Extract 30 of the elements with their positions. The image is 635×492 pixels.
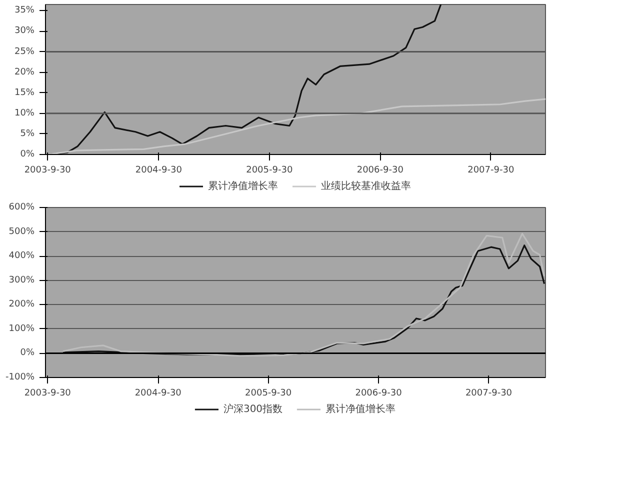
y-tick-label: 10% [14,108,35,118]
x-tick-label: 2004-9-30 [135,166,182,176]
legend-label: 累计净值增长率 [326,402,396,416]
legend-label: 沪深300指数 [223,402,283,416]
x-tick-label: 2003-9-30 [24,388,72,398]
x-tick-label: 2007-9-30 [468,166,514,176]
x-tick-label: 2007-9-30 [465,388,512,398]
x-tick-label: 2004-9-30 [134,388,182,398]
y-tick-label: 0% [20,348,35,358]
y-tick-label: 100% [8,324,35,334]
x-tick-label: 2005-9-30 [245,388,292,398]
legend-label: 累计净值增长率 [208,180,278,193]
legend-label: 业绩比较基准收益率 [321,180,411,193]
x-tick-label: 2006-9-30 [356,166,404,176]
y-tick-label: 600% [8,202,35,212]
y-tick-label: 500% [8,226,35,237]
y-tick-label: 30% [14,26,35,36]
y-tick-label: -100% [6,372,35,382]
y-tick-label: 15% [14,88,35,98]
x-tick-label: 2006-9-30 [355,388,402,398]
y-tick-label: 400% [8,251,35,262]
x-tick-label: 2003-9-30 [24,166,72,176]
y-tick-label: 200% [8,300,35,310]
y-tick-label: 20% [14,67,35,78]
y-tick-label: 0% [20,150,35,160]
y-tick-label: 5% [20,128,35,139]
y-tick-label: 25% [14,46,35,57]
y-tick-label: 300% [8,275,35,286]
x-tick-label: 2005-9-30 [246,166,293,176]
y-tick-label: 35% [14,6,35,16]
